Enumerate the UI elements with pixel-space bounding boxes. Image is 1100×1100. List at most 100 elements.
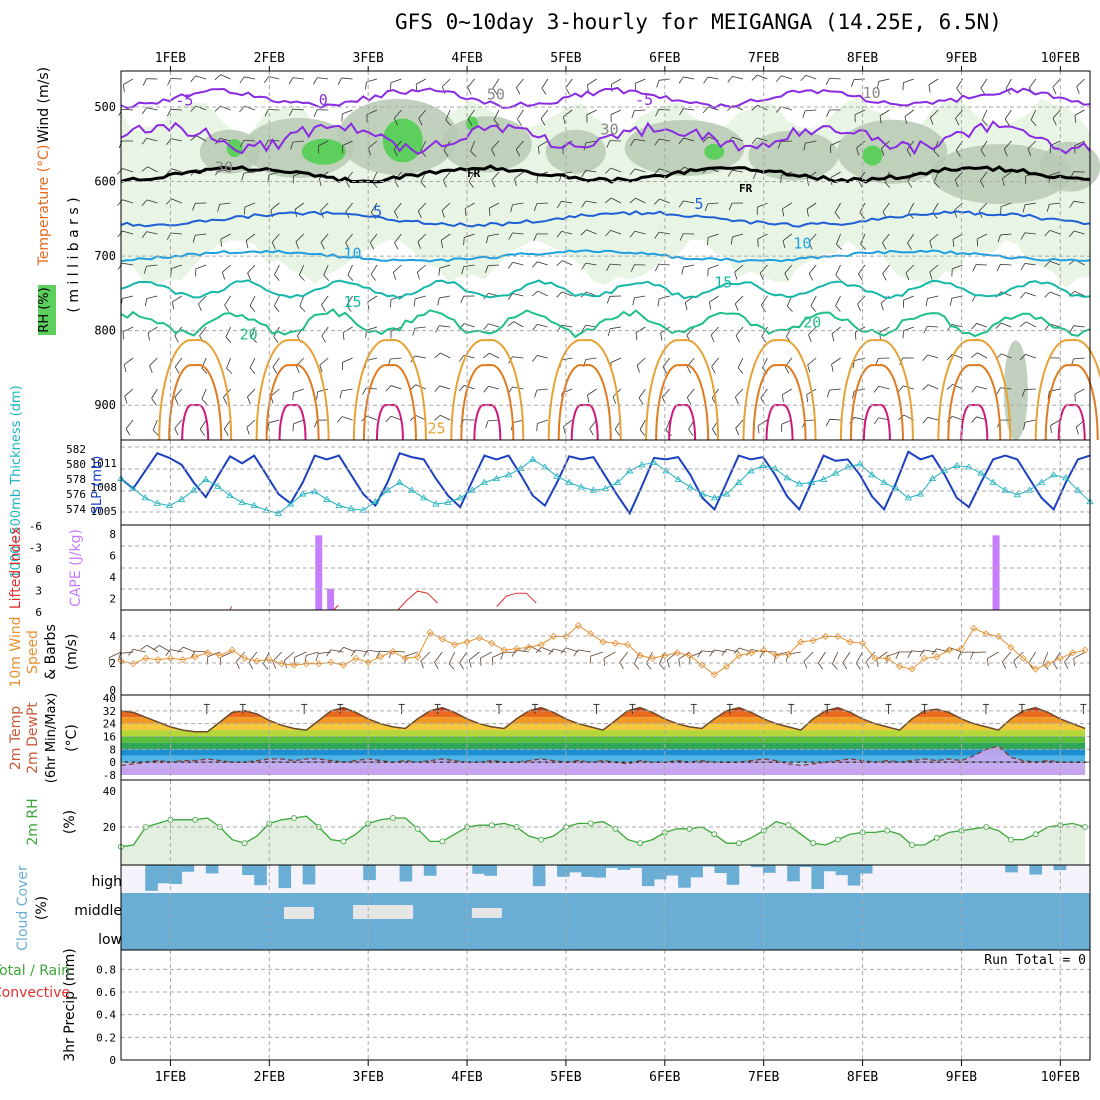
cloud-high-bar bbox=[653, 865, 667, 880]
boundary-layer-contour bbox=[1034, 338, 1100, 441]
wind-barb bbox=[808, 233, 817, 250]
bottom-date-label: 8FEB bbox=[847, 1070, 878, 1085]
wind-barb bbox=[573, 649, 591, 657]
wind-barb bbox=[810, 295, 817, 312]
wind-barb bbox=[826, 388, 841, 398]
wind-barb bbox=[313, 419, 329, 428]
thickness-marker bbox=[226, 491, 234, 498]
rh-marker bbox=[192, 816, 199, 823]
wind-barb bbox=[734, 264, 744, 280]
cloud-high-bar bbox=[1029, 865, 1043, 875]
wind-barb bbox=[190, 105, 207, 112]
thickness-marker bbox=[613, 478, 622, 485]
wind-speed-marker bbox=[1019, 654, 1027, 662]
wind-barb bbox=[803, 651, 814, 669]
wind-barb bbox=[808, 326, 817, 342]
wind-barb bbox=[174, 326, 183, 343]
wind-barb bbox=[629, 197, 646, 204]
boundary-layer-contour bbox=[937, 338, 1012, 441]
thickness-marker bbox=[480, 478, 489, 485]
wind-barb bbox=[394, 233, 402, 250]
wind-speed-marker bbox=[512, 645, 521, 653]
wind-barb bbox=[581, 262, 597, 270]
wind-barb bbox=[409, 384, 426, 391]
boundary-layer-contour bbox=[168, 363, 223, 441]
wind-barb bbox=[886, 651, 900, 664]
wind-barb bbox=[459, 651, 468, 670]
wind-barb bbox=[336, 416, 353, 423]
slp-tick-label: 1011 bbox=[91, 457, 118, 470]
wind-barb bbox=[240, 139, 256, 148]
cloud-high-bar bbox=[605, 865, 619, 868]
wind-barbs-10m bbox=[108, 644, 1086, 670]
wind-barb bbox=[532, 261, 548, 268]
wind-barb bbox=[507, 293, 524, 300]
wind-barb bbox=[978, 202, 988, 219]
wind-barb bbox=[247, 388, 256, 405]
wind-barb bbox=[220, 233, 231, 247]
wind-barb bbox=[272, 651, 282, 669]
wind-speed-marker bbox=[587, 630, 595, 638]
thickness-marker bbox=[989, 478, 997, 485]
wind-barb bbox=[491, 140, 500, 157]
wind-barb bbox=[390, 78, 402, 91]
wind-barb bbox=[776, 75, 792, 82]
rh-marker bbox=[711, 831, 718, 838]
wind-barb bbox=[458, 385, 475, 392]
cloud-high-bar bbox=[145, 865, 158, 891]
cloud-high-bar bbox=[641, 865, 655, 887]
rh-mid-region bbox=[837, 119, 948, 184]
ylabel-rh: RH (%) bbox=[37, 287, 52, 332]
ylabel-3hr-precip: 3hr Precip (mm) bbox=[62, 948, 78, 1061]
wind-barb bbox=[777, 140, 792, 149]
wind-speed-marker bbox=[500, 646, 508, 654]
rh-tick-label: 20 bbox=[103, 821, 116, 834]
wind-barb bbox=[808, 264, 817, 281]
wind-barb bbox=[711, 388, 719, 405]
thickness-marker bbox=[553, 472, 561, 479]
ylabel-2m-temp: 2m Temp bbox=[8, 706, 24, 770]
cloud-high-bar bbox=[581, 865, 594, 877]
wind-barb bbox=[760, 388, 768, 405]
wind-barb bbox=[605, 167, 622, 174]
wind-speed-marker bbox=[525, 643, 533, 651]
thickness-marker bbox=[504, 471, 513, 478]
wind-barb bbox=[125, 419, 134, 436]
thickness-tick-label: 578 bbox=[66, 473, 86, 486]
wind-barb bbox=[784, 264, 793, 281]
wind-barb bbox=[470, 140, 477, 157]
wind-barb bbox=[697, 650, 715, 658]
upper-air-panel: -5 0 -5 5 5 10 10 15 15 20 20 25 FR FR 30 50 30 10 bbox=[117, 74, 1100, 441]
slp-grid-v bbox=[169, 440, 1061, 525]
wind-barb bbox=[638, 388, 646, 405]
contour-label: 15 bbox=[714, 273, 732, 291]
wind-barb bbox=[483, 323, 500, 330]
wind-speed-marker bbox=[809, 636, 817, 645]
thickness-marker bbox=[722, 490, 731, 497]
cape-tick-label: 6 bbox=[109, 550, 116, 563]
rh-marker bbox=[340, 838, 347, 845]
wind-barb bbox=[735, 419, 744, 436]
wind-speed-marker bbox=[648, 654, 657, 662]
wind-speed-marker bbox=[352, 654, 360, 662]
thickness-marker bbox=[250, 501, 258, 509]
wind-barb bbox=[192, 202, 207, 211]
wind-barb bbox=[830, 140, 841, 154]
thickness-marker bbox=[783, 474, 791, 481]
thickness-marker bbox=[674, 475, 682, 482]
wind-barb bbox=[782, 233, 793, 249]
wind-barb bbox=[1069, 325, 1085, 333]
rh-marker bbox=[390, 815, 396, 821]
rh-marker bbox=[686, 825, 693, 832]
wind-barb bbox=[895, 651, 913, 659]
rh-marker bbox=[909, 842, 915, 848]
rh-mid-region bbox=[748, 130, 839, 181]
wind-barb bbox=[264, 108, 280, 117]
wind-barb bbox=[174, 419, 183, 436]
wind-barb bbox=[1044, 260, 1061, 268]
wind-barb bbox=[141, 137, 158, 145]
thickness-marker bbox=[141, 494, 149, 501]
rh-line bbox=[120, 815, 1086, 848]
wind-barb bbox=[368, 140, 378, 156]
